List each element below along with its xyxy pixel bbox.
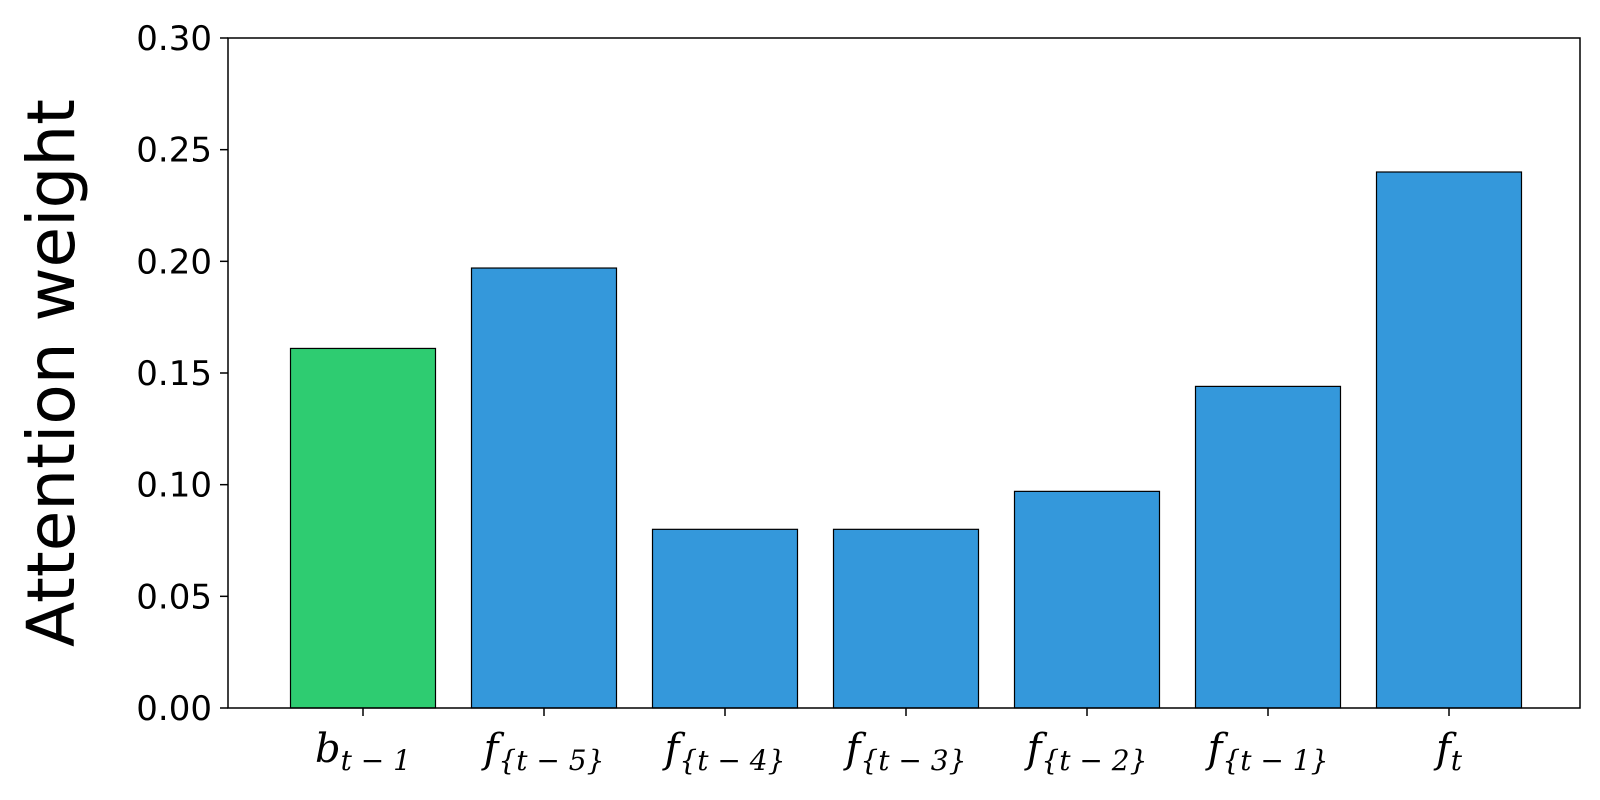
y-tick-label: 0.00: [136, 689, 212, 729]
x-tick-label: f{t − 2}: [1024, 726, 1148, 777]
y-tick-label: 0.10: [136, 466, 212, 506]
y-tick-label: 0.25: [136, 131, 212, 171]
y-axis-label: Attention weight: [13, 99, 90, 647]
bar: [1013, 490, 1161, 709]
x-tick-label: f{t − 5}: [481, 726, 605, 777]
y-tick-label: 0.05: [136, 577, 212, 617]
y-axis: 0.00 0.05 0.10 0.15 0.20 0.25 0.30: [136, 19, 228, 729]
x-tick-label: f{t − 4}: [662, 726, 786, 777]
bar: [651, 528, 799, 709]
x-tick-label: f{t − 1}: [1205, 726, 1329, 777]
x-axis: bt − 1 f{t − 5} f{t − 4} f{t − 3} f{t − 2} f{…: [315, 708, 1463, 777]
bars-group: [289, 171, 1523, 709]
bar: [289, 347, 437, 709]
bar: [832, 528, 980, 709]
bar: [1194, 385, 1342, 709]
y-tick-label: 0.20: [136, 242, 212, 282]
y-tick-label: 0.15: [136, 354, 212, 394]
bar: [1375, 171, 1523, 709]
x-tick-label: ft: [1433, 726, 1463, 777]
y-tick-label: 0.30: [136, 19, 212, 59]
bar: [470, 267, 618, 709]
x-tick-label: f{t − 3}: [843, 726, 967, 777]
x-tick-label: bt − 1: [315, 726, 411, 777]
